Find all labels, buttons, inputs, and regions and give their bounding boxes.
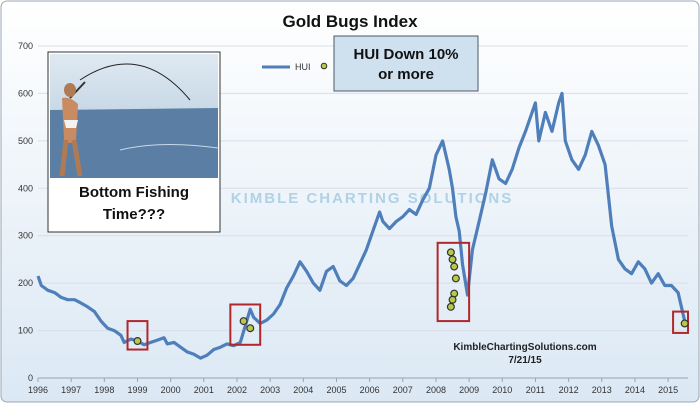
scatter-point bbox=[450, 262, 459, 271]
y-tick-label: 600 bbox=[18, 88, 33, 98]
x-tick-label: 2013 bbox=[592, 385, 612, 395]
y-tick-label: 400 bbox=[18, 183, 33, 193]
inset-photo-panel: Bottom Fishing Time??? bbox=[47, 51, 221, 233]
scatter-point bbox=[239, 317, 248, 326]
scatter-point bbox=[448, 295, 457, 304]
scatter-point bbox=[451, 274, 460, 283]
callout-box bbox=[333, 35, 479, 92]
x-tick-label: 1996 bbox=[28, 385, 48, 395]
y-tick-label: 200 bbox=[18, 278, 33, 288]
highlight-box bbox=[436, 241, 471, 323]
callout-line-2: or more bbox=[378, 66, 434, 83]
chart-title: Gold Bugs Index bbox=[282, 12, 418, 31]
x-tick-label: 2001 bbox=[194, 385, 214, 395]
scatter-point bbox=[680, 319, 689, 328]
x-tick-label: 2005 bbox=[326, 385, 346, 395]
x-tick-label: 2000 bbox=[161, 385, 181, 395]
x-tick-label: 2009 bbox=[459, 385, 479, 395]
inset-caption-line-2: Time??? bbox=[103, 206, 165, 223]
callout-hui-down: HUI Down 10% or more bbox=[333, 35, 479, 92]
x-tick-label: 2011 bbox=[526, 385, 545, 395]
y-tick-label: 500 bbox=[18, 136, 33, 146]
x-tick-label: 2007 bbox=[393, 385, 413, 395]
x-tick-label: 2015 bbox=[658, 385, 678, 395]
inset-caption-line-1: Bottom Fishing bbox=[79, 184, 189, 201]
callout-line-1: HUI Down 10% bbox=[353, 46, 458, 63]
x-tick-label: 2006 bbox=[360, 385, 380, 395]
highlight-box bbox=[229, 303, 262, 346]
y-axis: 0 100 200 300 400 500 600 700 bbox=[18, 41, 33, 383]
x-tick-label: 2010 bbox=[492, 385, 512, 395]
highlight-box bbox=[126, 320, 149, 351]
x-tick-label: 1998 bbox=[94, 385, 114, 395]
credit-date: 7/21/15 bbox=[508, 355, 542, 366]
y-tick-label: 0 bbox=[28, 373, 33, 383]
legend-hui-label: HUI bbox=[295, 62, 311, 72]
scatter-point bbox=[446, 248, 455, 257]
x-tick-label: 2008 bbox=[426, 385, 446, 395]
fishing-photo bbox=[50, 54, 219, 178]
x-tick-label: 2002 bbox=[227, 385, 247, 395]
x-tick-label: 2012 bbox=[559, 385, 579, 395]
x-tick-label: 2003 bbox=[260, 385, 280, 395]
scatter-point bbox=[448, 255, 457, 264]
grid bbox=[38, 45, 688, 379]
x-tick-label: 2004 bbox=[293, 385, 313, 395]
scatter-point bbox=[446, 302, 455, 311]
scatter-point bbox=[133, 337, 142, 346]
x-axis: 1996 1997 1998 1999 2000 2001 2002 2003 2004 2005… bbox=[28, 378, 678, 395]
legend: HUI bbox=[262, 62, 328, 72]
watermark-text: KIMBLE CHARTING SOLUTIONS bbox=[231, 190, 514, 207]
credit-website: KimbleChartingSolutions.com bbox=[453, 342, 596, 353]
y-tick-label: 300 bbox=[18, 231, 33, 241]
x-tick-label: 2014 bbox=[625, 385, 645, 395]
x-tick-label: 1999 bbox=[127, 385, 147, 395]
y-tick-label: 700 bbox=[18, 41, 33, 51]
scatter-point bbox=[246, 324, 255, 333]
legend-marker-swatch bbox=[320, 62, 328, 70]
y-tick-label: 100 bbox=[18, 326, 33, 336]
down-10pct-markers bbox=[133, 248, 689, 346]
x-tick-label: 1997 bbox=[61, 385, 81, 395]
